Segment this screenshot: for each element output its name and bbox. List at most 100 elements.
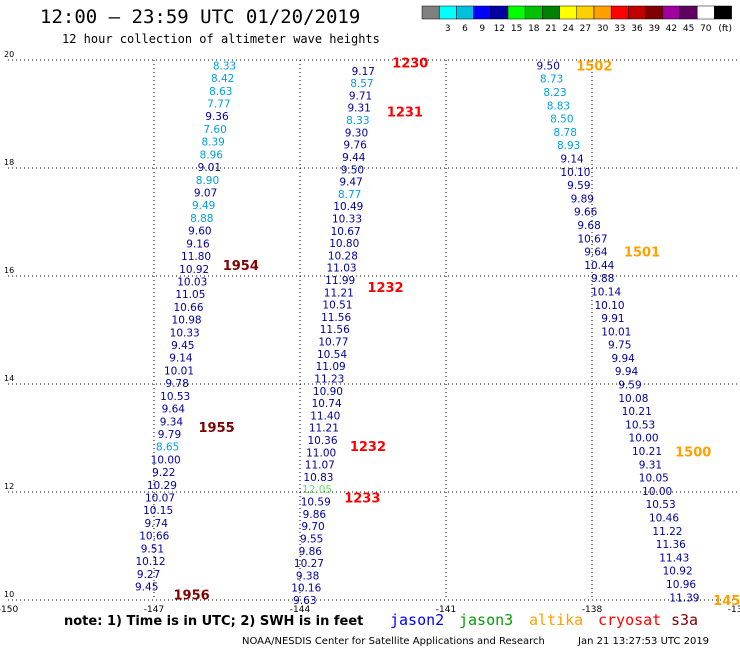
wave-height-label: 11.43 [659, 552, 689, 564]
wave-height-label: 9.55 [300, 533, 323, 545]
scale-swatch [576, 5, 595, 20]
time-label: 1459 [713, 594, 740, 609]
scale-label: 12 [494, 24, 505, 34]
scale-label: 33 [614, 24, 625, 34]
time-label: 1231 [387, 105, 423, 120]
wave-height-label: 11.80 [181, 251, 211, 263]
satellite-legend-altika: altika [529, 611, 583, 629]
wave-height-label: 9.63 [293, 595, 316, 607]
chart-subtitle: 12 hour collection of altimeter wave hei… [62, 32, 380, 46]
wave-height-label: 9.59 [618, 380, 641, 392]
wave-height-label: 10.92 [179, 264, 209, 276]
wave-height-label: 10.29 [147, 480, 177, 492]
scale-swatch [490, 5, 509, 20]
scale-swatch [473, 5, 492, 20]
wave-height-label: 10.21 [622, 406, 652, 418]
wave-height-label: 9.07 [194, 187, 217, 199]
wave-height-label: 9.49 [192, 200, 215, 212]
wave-height-label: 10.83 [303, 472, 333, 484]
time-label: 1232 [367, 281, 403, 296]
scale-swatch [628, 5, 646, 20]
wave-height-label: 10.98 [172, 315, 202, 327]
footer-credit: NOAA/NESDIS Center for Satellite Applica… [242, 636, 545, 647]
wave-height-label: 9.79 [158, 429, 181, 441]
scale-label: 42 [666, 24, 677, 34]
scale-swatch [696, 5, 715, 20]
wave-height-label: 10.12 [135, 556, 165, 568]
wave-height-label: 9.86 [303, 509, 327, 521]
wave-height-label: 9.74 [145, 518, 169, 530]
wave-height-label: 10.00 [642, 486, 672, 498]
scale-swatch [559, 5, 578, 20]
wave-height-label: 9.59 [567, 180, 590, 192]
wave-height-label: 10.53 [625, 419, 655, 431]
wave-height-label: 9.34 [160, 416, 184, 428]
wave-height-label: 9.66 [574, 207, 598, 219]
wave-height-label: 8.33 [346, 115, 369, 127]
wave-height-label: 11.21 [324, 287, 354, 299]
time-label: 1954 [223, 259, 259, 274]
satellite-legend-jason2: jason2 [390, 611, 444, 629]
y-tick-label: 18 [4, 158, 14, 167]
wave-height-label: 10.74 [312, 398, 342, 410]
wave-height-label: 9.30 [345, 127, 368, 139]
scale-label: 70 [700, 24, 712, 34]
wave-height-label: 7.60 [203, 124, 226, 136]
wave-height-label: 9.22 [152, 467, 175, 479]
time-label: 1233 [344, 491, 380, 506]
wave-height-label: 9.51 [141, 543, 164, 555]
wave-height-label: 9.50 [537, 60, 560, 72]
wave-height-label: 7.77 [207, 99, 230, 111]
wave-height-label: 10.51 [322, 300, 352, 312]
x-tick-label: -147 [144, 605, 164, 615]
wave-height-label: 10.67 [577, 233, 607, 245]
scale-swatch [542, 5, 560, 20]
wave-height-label: 11.99 [325, 275, 355, 287]
scale-swatch [593, 5, 612, 20]
scale-label: 6 [462, 24, 468, 34]
wave-height-label: 9.94 [615, 366, 639, 378]
x-tick-label: -150 [0, 605, 18, 615]
wave-height-label: 11.40 [310, 410, 340, 422]
wave-height-label: 9.38 [296, 570, 319, 582]
scale-label: 30 [597, 24, 609, 34]
wave-height-label: 10.54 [317, 349, 347, 361]
wave-height-label: 9.44 [342, 152, 366, 164]
wave-height-label: 10.46 [649, 513, 679, 525]
wave-height-label: 9.78 [165, 378, 188, 390]
wave-height-label: 8.77 [338, 189, 361, 201]
wave-height-label: 10.49 [333, 201, 363, 213]
scale-label: 27 [580, 24, 591, 34]
wave-height-label: 10.77 [318, 337, 348, 349]
x-tick-label: -144 [290, 605, 311, 615]
wave-height-label: 10.27 [294, 558, 324, 570]
wave-height-label: 8.42 [211, 73, 234, 85]
y-tick-label: 12 [4, 482, 14, 491]
wave-height-label: 9.71 [349, 90, 372, 102]
wave-height-label: 10.67 [331, 226, 361, 238]
wave-height-label: 11.36 [656, 539, 686, 551]
scale-label: 21 [545, 24, 556, 34]
wave-height-label: 10.33 [170, 327, 200, 339]
wave-height-label: 9.31 [347, 103, 370, 115]
scale-label: 45 [683, 24, 694, 34]
wave-height-label: 8.23 [543, 87, 566, 99]
satellite-legend-jason3: jason3 [459, 611, 513, 629]
wave-height-label: 9.64 [162, 404, 186, 416]
scale-label: 36 [631, 24, 643, 34]
scale-swatch [679, 5, 698, 20]
wave-height-label: 10.15 [143, 505, 173, 517]
wave-height-label: 10.00 [629, 433, 659, 445]
scale-label: 39 [648, 24, 660, 34]
scale-swatch [438, 5, 457, 20]
scale-swatch [524, 5, 543, 20]
wave-height-label: 10.80 [329, 238, 359, 250]
time-label: 1955 [199, 421, 235, 436]
wave-height-label: 10.53 [160, 391, 190, 403]
wave-height-label: 9.17 [352, 66, 375, 78]
wave-height-label: 10.33 [332, 213, 362, 225]
x-tick-label: -138 [582, 605, 603, 615]
wave-height-label: 11.07 [305, 460, 335, 472]
scale-swatch [456, 5, 474, 20]
